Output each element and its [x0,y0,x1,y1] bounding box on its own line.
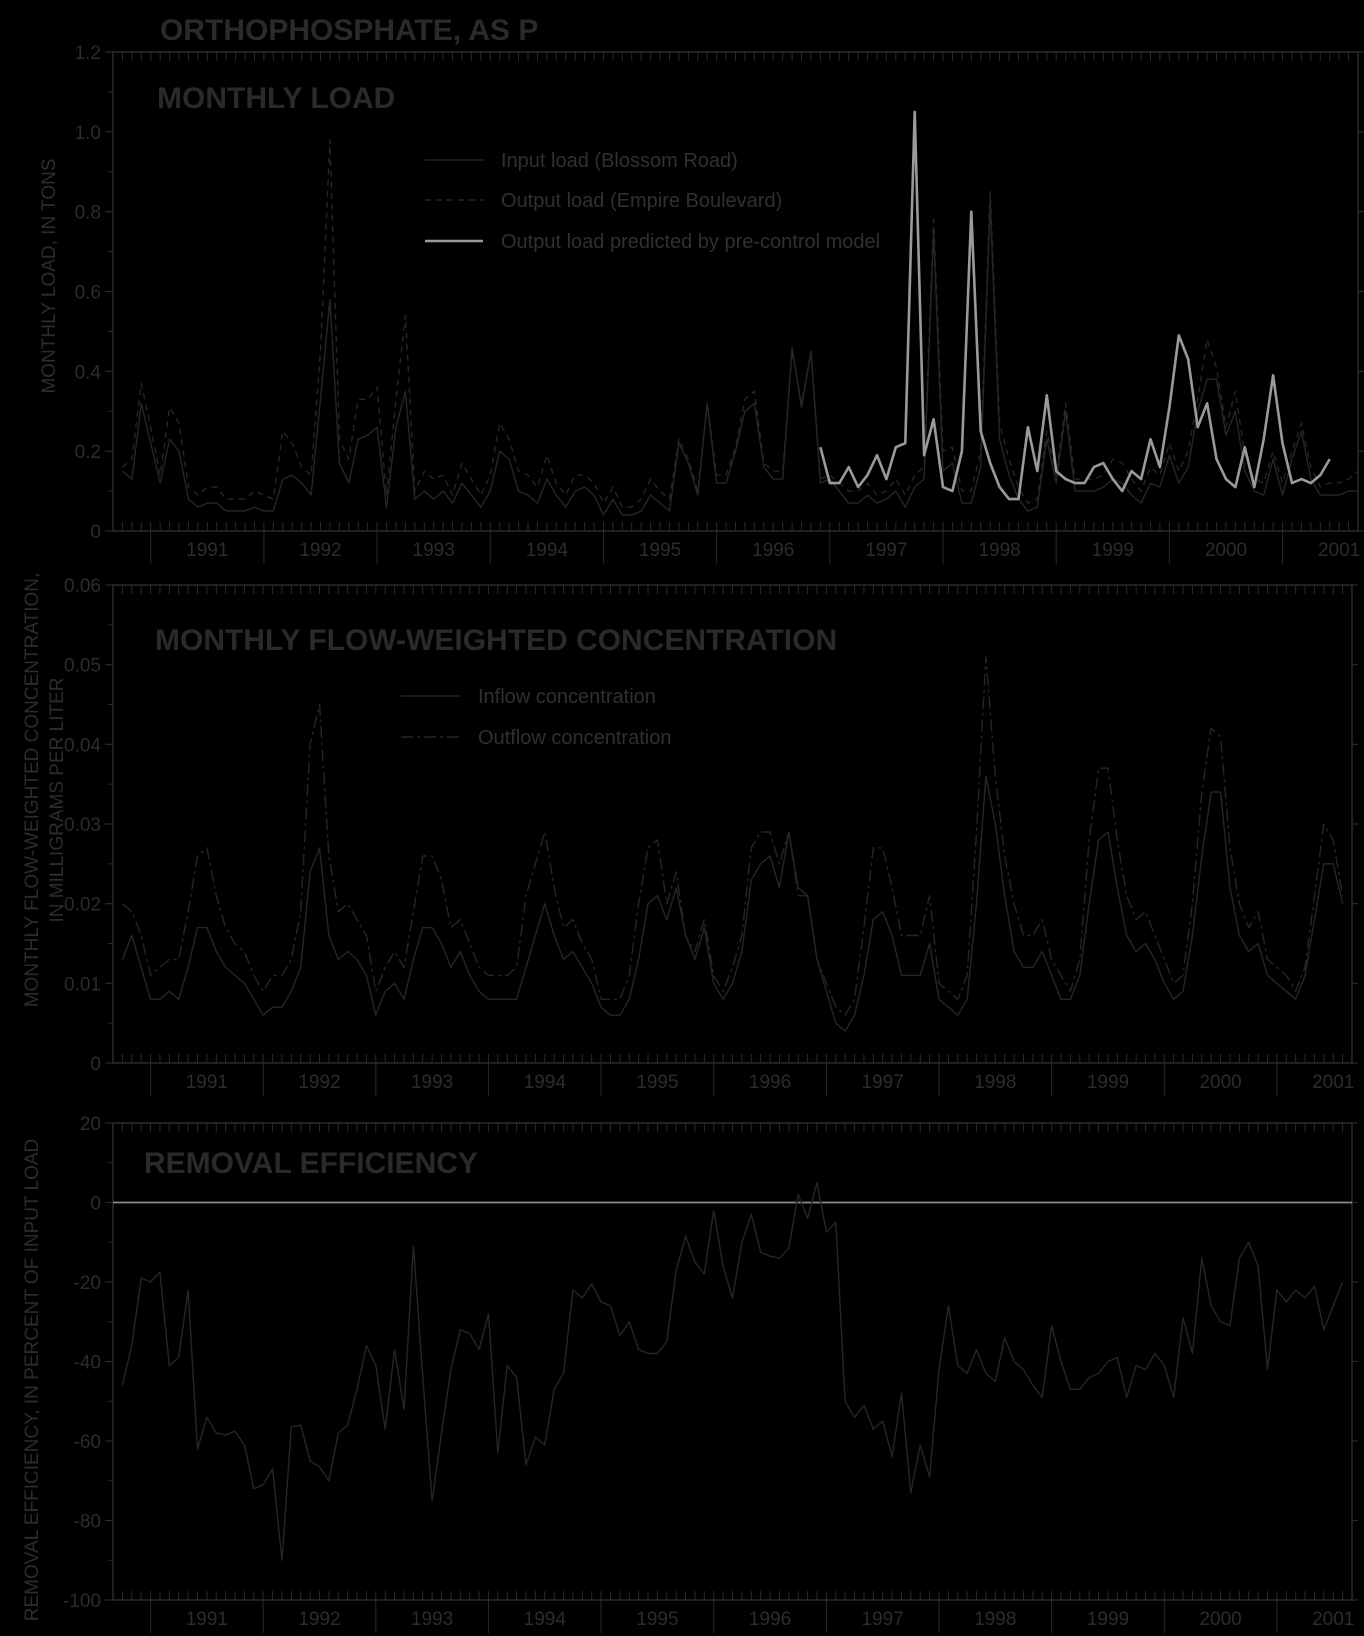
x-tick-label-1996: 1996 [749,1072,791,1093]
x-minor-ticks [121,52,1350,531]
series-line-inflow-concentration [121,775,1344,1032]
legend-label-inflow: Inflow concentration [478,686,656,708]
y-tick-label: 1.2 [75,43,101,64]
x-tick-label-1994: 1994 [524,1072,567,1093]
y-tick-label: 0.06 [64,576,101,597]
x-tick-label-1991: 1991 [186,540,228,561]
x-tick-label-1997: 1997 [865,540,907,561]
y-axis-label: MONTHLY LOAD, IN TONS [39,158,60,393]
y-tick-label: 0.05 [64,656,101,677]
x-tick-label-2001: 2001 [1318,540,1360,561]
x-minor-ticks [121,585,1344,1063]
y-tick-label: 0.6 [75,283,101,304]
legend-label-output-load: Output load (Empire Boulevard) [501,190,782,212]
y-tick-label: 0.8 [75,203,101,224]
x-tick-label-1998: 1998 [974,1609,1016,1630]
series-line-output-load-predicted-by-pre-control-model [819,110,1331,501]
x-tick-label-1992: 1992 [298,1072,340,1093]
y-axis-label: REMOVAL EFFICIENCY, IN PERCENT OF INPUT … [22,1139,43,1621]
x-tick-label-1998: 1998 [978,540,1020,561]
x-tick-label-1997: 1997 [862,1609,904,1630]
series-line-series-0 [121,1181,1344,1562]
x-tick-label-1995: 1995 [639,540,681,561]
panel-title: MONTHLY FLOW-WEIGHTED CONCENTRATION [155,624,837,657]
x-tick-label-2001: 2001 [1312,1609,1354,1630]
x-tick-label-1992: 1992 [299,540,341,561]
figure-title: ORTHOPHOSPHATE, AS P [160,14,538,47]
panel-title: REMOVAL EFFICIENCY [144,1147,478,1180]
y-tick-label: 0.03 [64,815,101,836]
x-tick-label-2000: 2000 [1205,540,1247,561]
y-tick-label: 0.04 [64,735,101,756]
x-tick-label-1994: 1994 [524,1609,567,1630]
x-tick-label-1999: 1999 [1087,1072,1129,1093]
y-tick-label: -80 [74,1512,101,1533]
y-tick-label: 0 [90,522,101,543]
y-tick-label: 0.4 [75,362,102,383]
x-tick-label-2000: 2000 [1199,1072,1241,1093]
x-tick-label-1992: 1992 [298,1609,340,1630]
x-minor-ticks [121,1123,1344,1600]
x-tick-label-1999: 1999 [1092,540,1134,561]
x-tick-label-1991: 1991 [186,1072,228,1093]
y-tick-label: 1.0 [75,123,101,144]
y-tick-label: 0 [90,1054,101,1075]
y-tick-label: 0.02 [64,895,101,916]
x-tick-label-1995: 1995 [636,1072,678,1093]
x-tick-label-1999: 1999 [1087,1609,1129,1630]
legend: Input load (Blossom Road) Output load (E… [425,150,880,253]
y-tick-label: 0.2 [75,442,101,463]
panel-monthly-load: MONTHLY LOAD MONTHLY LOAD, IN TONS Input… [39,43,1364,564]
y-tick-label: 0.01 [64,974,101,995]
x-tick-label-1996: 1996 [749,1609,791,1630]
series-line-input-load-blossom-road [121,202,1358,516]
series-line-outflow-concentration [121,656,1344,1016]
y-tick-label: 20 [80,1114,101,1135]
legend-label-outflow: Outflow concentration [478,727,671,749]
panel-removal-efficiency: REMOVAL EFFICIENCY REMOVAL EFFICIENCY, I… [22,1114,1358,1633]
x-tick-label-1993: 1993 [411,1072,453,1093]
panel-title: MONTHLY LOAD [157,82,395,115]
legend-label-predicted-load: Output load predicted by pre-control mod… [501,231,880,253]
y-tick-label: -100 [63,1591,101,1612]
x-tick-label-1991: 1991 [186,1609,228,1630]
y-tick-label: -20 [74,1273,101,1294]
legend-label-input-load: Input load (Blossom Road) [501,150,738,172]
x-tick-label-1993: 1993 [411,1609,453,1630]
panel-flow-weighted-concentration: MONTHLY FLOW-WEIGHTED CONCENTRATION IN M… [47,576,1358,1096]
x-tick-label-1996: 1996 [752,540,794,561]
x-tick-label-2000: 2000 [1199,1609,1241,1630]
x-tick-label-1997: 1997 [862,1072,904,1093]
x-tick-label-1998: 1998 [974,1072,1016,1093]
y-tick-label: -60 [74,1432,101,1453]
shared-y-axis-label: MONTHLY FLOW-WEIGHTED CONCENTRATION, [22,573,43,1008]
x-tick-label-1994: 1994 [526,540,569,561]
legend: Inflow concentration Outflow concentrati… [401,686,671,749]
y-tick-label: 0 [90,1194,101,1215]
y-axis-label: IN MILLIGRAMS PER LITER [47,678,68,923]
x-tick-label-1995: 1995 [636,1609,678,1630]
x-tick-label-1993: 1993 [413,540,455,561]
x-tick-label-2001: 2001 [1312,1072,1354,1093]
y-tick-label: -40 [74,1353,101,1374]
